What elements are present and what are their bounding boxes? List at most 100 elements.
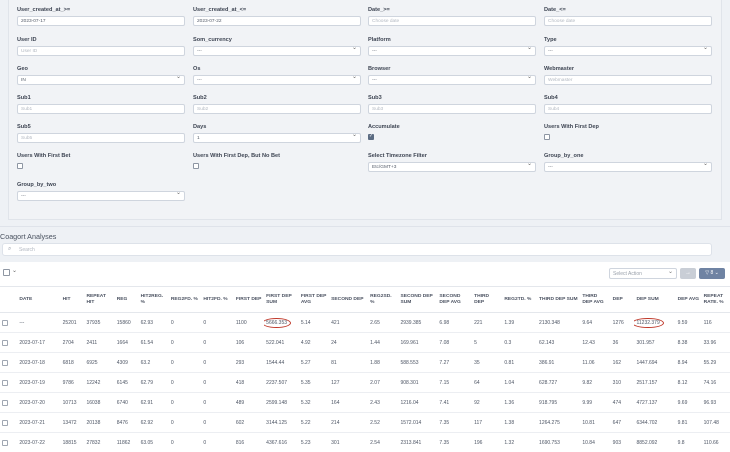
column-header[interactable]: REG2TD. % <box>502 286 538 313</box>
filter-input[interactable]: Sub4 <box>544 104 712 114</box>
filter-input[interactable]: Sub3 <box>368 104 536 114</box>
filter-input[interactable]: Choose date <box>544 16 712 26</box>
table-cell: 12.43 <box>580 332 611 353</box>
table-cell: 903 <box>610 432 635 452</box>
row-checkbox[interactable] <box>2 339 8 346</box>
row-checkbox[interactable] <box>2 379 8 386</box>
table-cell: 7.41 <box>437 392 473 413</box>
table-cell: 2599.148 <box>264 392 299 413</box>
table-cell: 12242 <box>84 372 115 393</box>
table-cell: 1572.014 <box>398 412 438 433</box>
filter-label: Geo <box>17 66 28 72</box>
column-header[interactable]: REPEAT HIT <box>84 286 115 313</box>
row-checkbox[interactable] <box>2 439 8 446</box>
column-header[interactable]: SECOND DEP SUM <box>398 286 438 313</box>
filter-input[interactable]: 2023-07-17 <box>17 16 185 26</box>
filter-label: Group_by_two <box>17 182 57 188</box>
select-all-checkbox[interactable] <box>3 269 10 276</box>
filter-select[interactable]: --- <box>544 46 712 56</box>
table-cell: 7.35 <box>437 412 473 433</box>
table-cell: 0 <box>168 332 202 353</box>
table-cell: 908.301 <box>398 372 438 393</box>
column-header[interactable]: THIRD DEP SUM <box>537 286 581 313</box>
search-input[interactable]: ⌕ Search <box>2 243 712 256</box>
table-cell: 0 <box>201 352 234 373</box>
column-header[interactable]: THIRD DEP AVG <box>580 286 611 313</box>
filter-select[interactable]: IN <box>17 75 185 85</box>
table-cell: 221 <box>472 312 503 333</box>
filter-select[interactable]: --- <box>17 191 185 201</box>
filter-checkbox[interactable] <box>544 134 550 140</box>
column-header[interactable]: HIT <box>60 286 85 313</box>
filter-checkbox[interactable] <box>193 163 199 169</box>
table-cell: 169.961 <box>398 332 438 353</box>
column-header[interactable]: REG2SD. % <box>368 286 399 313</box>
table-cell: 421 <box>329 312 369 333</box>
row-checkbox-cell <box>0 392 18 413</box>
table-cell: 11862 <box>114 432 139 452</box>
table-cell: 110.66 <box>701 432 730 452</box>
filter-select[interactable]: --- <box>368 75 536 85</box>
column-header[interactable]: FIRST DEP SUM <box>264 286 299 313</box>
column-header[interactable]: DEP <box>610 286 635 313</box>
filter-label: User ID <box>17 37 37 43</box>
table-cell: 301 <box>329 432 369 452</box>
filter-input[interactable]: Sub2 <box>193 104 361 114</box>
row-checkbox[interactable] <box>2 419 8 426</box>
select-action-dropdown[interactable]: Select Action <box>609 268 677 279</box>
filter-input[interactable]: Choose date <box>368 16 536 26</box>
filter-select[interactable]: 1 <box>193 133 361 143</box>
table-cell: 37935 <box>84 312 115 333</box>
chevron-down-icon[interactable]: ⌄ <box>12 268 18 274</box>
filter-checkbox[interactable] <box>17 163 23 169</box>
table-cell: 386.91 <box>537 352 581 373</box>
row-checkbox[interactable] <box>2 399 8 406</box>
table-cell: 196 <box>472 432 503 452</box>
table-row: 2023-07-21 13472 20138 8476 62.92 0 0 602 3144.1… <box>0 412 730 433</box>
apply-action-button[interactable]: → <box>680 268 696 279</box>
filter-field: Sub5 Sub5 <box>17 124 185 143</box>
table-cell: 62.79 <box>138 372 169 393</box>
column-header[interactable]: HIT2FD. % <box>201 286 234 313</box>
column-header[interactable]: DEP SUM <box>634 286 676 313</box>
column-header[interactable]: THIRD DEP <box>472 286 503 313</box>
filter-label: Accumulate <box>368 124 400 130</box>
column-header[interactable]: HIT2REG. % <box>138 286 169 313</box>
filter-input[interactable]: User ID <box>17 46 185 56</box>
row-checkbox[interactable] <box>2 359 8 366</box>
filter-select[interactable]: --- <box>544 162 712 172</box>
table-cell: 25201 <box>60 312 85 333</box>
column-header[interactable]: SECOND DEP <box>329 286 369 313</box>
column-header[interactable]: DEP AVG <box>675 286 702 313</box>
row-checkbox[interactable] <box>2 319 8 326</box>
column-header[interactable]: FIRST DEP AVG <box>298 286 330 313</box>
filter-field: Date_>= Choose date <box>368 7 536 26</box>
table-cell: 35 <box>472 352 503 373</box>
table-cell: 63.05 <box>138 432 169 452</box>
table-cell: 1264.275 <box>537 412 581 433</box>
filter-select[interactable]: --- <box>193 46 361 56</box>
filter-select[interactable]: --- <box>193 75 361 85</box>
column-header[interactable]: DATE <box>17 286 61 313</box>
filter-field: Sub1 Sub1 <box>17 95 185 114</box>
column-header[interactable]: SECOND DEP AVG <box>437 286 473 313</box>
column-header[interactable]: REG2FD. % <box>168 286 202 313</box>
filter-input[interactable]: Sub1 <box>17 104 185 114</box>
row-checkbox-cell <box>0 352 18 373</box>
table-cell: 4727.137 <box>634 392 676 413</box>
filter-button[interactable]: ▽ 8 ⌄ <box>699 268 725 279</box>
column-header[interactable]: REG <box>114 286 139 313</box>
filter-select[interactable]: Etc/GMT+3 <box>368 162 536 172</box>
filter-input[interactable]: Webmaster <box>544 75 712 85</box>
filter-select[interactable]: --- <box>368 46 536 56</box>
column-header[interactable]: FIRST DEP <box>233 286 265 313</box>
table-cell: 10713 <box>60 392 85 413</box>
filter-input[interactable]: 2023-07-22 <box>193 16 361 26</box>
column-header[interactable]: REPEAT RATE. % <box>701 286 730 313</box>
table-cell: 96.93 <box>701 392 730 413</box>
table-cell: 5.27 <box>298 352 330 373</box>
table-cell: 1664 <box>114 332 139 353</box>
filter-input[interactable]: Sub5 <box>17 133 185 143</box>
table-cell: 2237.507 <box>264 372 299 393</box>
filter-checkbox[interactable] <box>368 133 374 140</box>
